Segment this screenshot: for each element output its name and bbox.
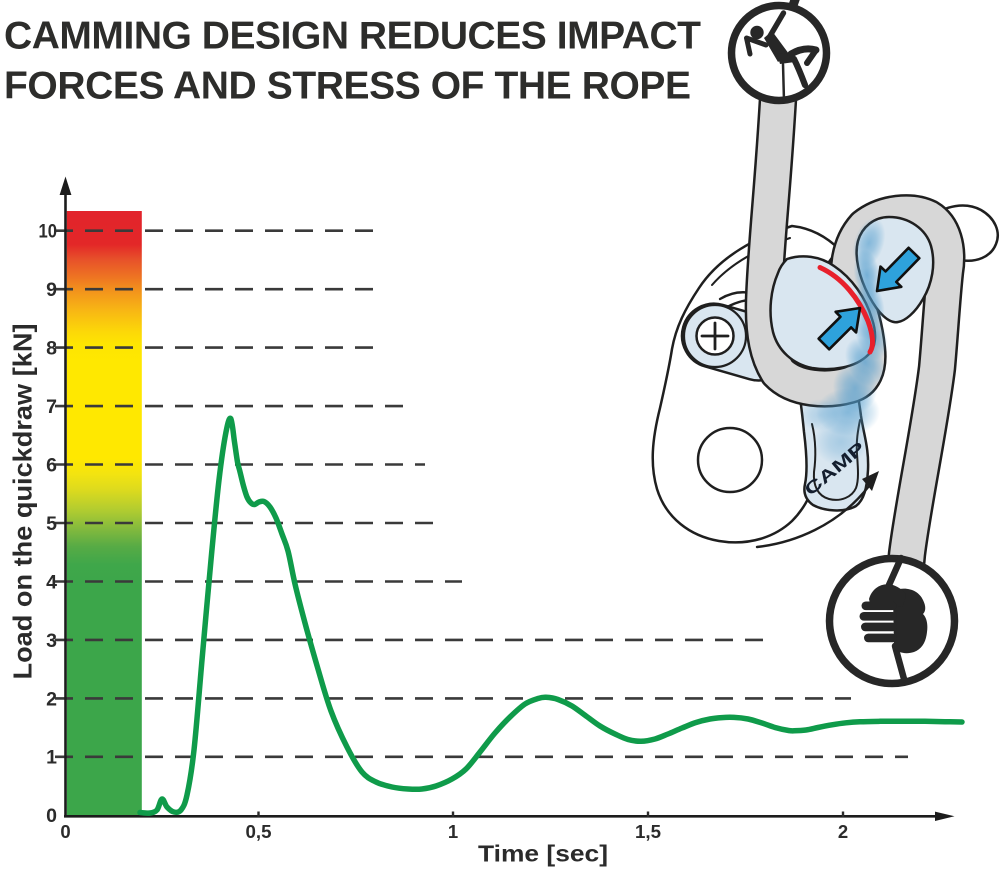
svg-text:Load on the quickdraw [kN]: Load on the quickdraw [kN] xyxy=(8,324,38,680)
svg-text:8: 8 xyxy=(46,338,57,360)
svg-text:4: 4 xyxy=(46,571,57,593)
svg-text:FORCES AND STRESS OF THE ROPE: FORCES AND STRESS OF THE ROPE xyxy=(4,65,691,108)
svg-text:1,5: 1,5 xyxy=(635,821,661,842)
svg-text:0,5: 0,5 xyxy=(246,821,272,842)
svg-text:7: 7 xyxy=(46,396,57,418)
svg-text:6: 6 xyxy=(46,454,57,476)
svg-text:3: 3 xyxy=(46,630,57,652)
svg-text:0: 0 xyxy=(60,821,70,842)
svg-text:0: 0 xyxy=(46,805,57,827)
svg-text:1: 1 xyxy=(46,747,57,769)
svg-text:Time [sec]: Time [sec] xyxy=(478,841,608,867)
svg-text:5: 5 xyxy=(46,513,57,535)
svg-text:10: 10 xyxy=(39,221,58,243)
svg-text:CAMMING DESIGN REDUCES IMPACT: CAMMING DESIGN REDUCES IMPACT xyxy=(4,14,701,57)
svg-text:2: 2 xyxy=(838,821,848,842)
svg-text:2: 2 xyxy=(46,688,57,710)
svg-text:1: 1 xyxy=(448,821,458,842)
svg-text:9: 9 xyxy=(46,279,57,301)
